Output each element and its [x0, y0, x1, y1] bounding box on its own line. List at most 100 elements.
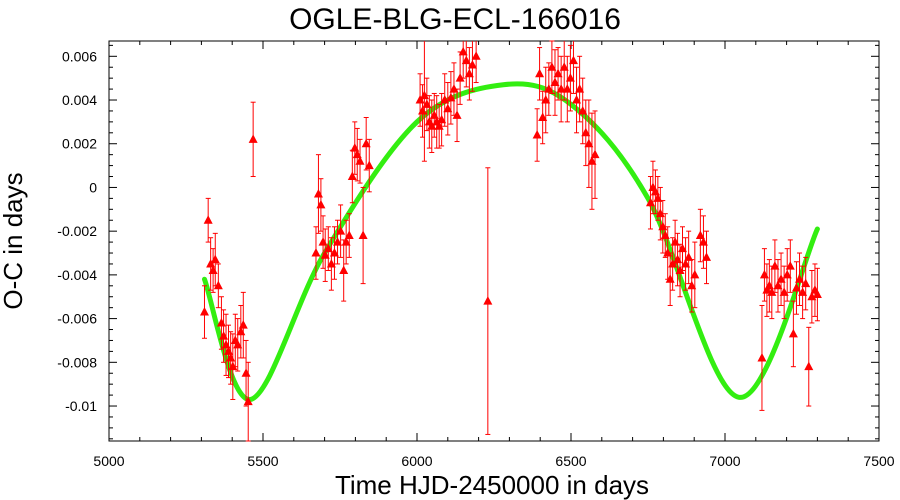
triangle-marker: [437, 114, 447, 124]
data-point: [695, 208, 705, 263]
data-point: [344, 213, 354, 258]
triangle-marker: [677, 243, 687, 253]
data-point: [471, 41, 481, 84]
triangle-marker: [233, 339, 243, 349]
data-point: [770, 239, 780, 293]
data-point: [213, 263, 223, 309]
triangle-marker: [483, 296, 493, 305]
y-tick-label: -0.002: [57, 223, 97, 239]
data-point: [440, 73, 450, 127]
triangle-marker: [440, 95, 450, 104]
x-axis-label: Time HJD-2450000 in days: [335, 470, 649, 500]
triangle-marker: [812, 289, 822, 299]
triangle-marker: [443, 103, 453, 113]
y-tick-label: -0.006: [57, 311, 97, 327]
x-tick-label: 5000: [93, 453, 124, 469]
data-point: [812, 267, 822, 322]
data-point: [467, 41, 477, 92]
y-axis: -0.01 -0.008 -0.006 -0.004 -0.002 0 0.002 0.004…: [57, 44, 879, 440]
data-point: [352, 127, 362, 182]
data-point: [541, 66, 551, 134]
triangle-marker: [364, 160, 374, 170]
data-point: [364, 138, 374, 193]
triangle-marker: [668, 258, 678, 268]
data-point: [785, 239, 795, 293]
triangle-marker: [764, 280, 774, 290]
triangle-marker: [770, 261, 780, 270]
triangle-marker: [471, 51, 481, 60]
data-point: [681, 237, 691, 291]
data-point: [323, 226, 333, 272]
data-point: [483, 167, 493, 435]
data-point: [358, 186, 368, 285]
triangle-marker: [572, 95, 582, 104]
data-point: [668, 237, 678, 291]
data-point: [556, 55, 566, 123]
data-point: [702, 230, 712, 285]
triangle-marker: [773, 280, 783, 290]
triangle-marker: [690, 269, 700, 279]
triangle-marker: [795, 274, 805, 283]
triangle-marker: [547, 62, 557, 71]
data-point: [788, 300, 798, 368]
triangle-marker: [681, 258, 691, 268]
triangle-marker: [199, 307, 209, 316]
triangle-marker: [675, 265, 685, 275]
triangle-marker: [804, 361, 814, 371]
fit-curve: [201, 81, 820, 402]
triangle-marker: [419, 90, 429, 100]
data-point: [791, 261, 801, 315]
x-tick-label: 6000: [401, 453, 432, 469]
data-point: [350, 121, 360, 175]
data-point: [779, 265, 789, 320]
data-point: [538, 90, 548, 145]
triangle-marker: [541, 95, 551, 104]
data-point: [464, 47, 474, 101]
x-axis: 5000 5500 6000 6500 7000 7500: [93, 41, 895, 469]
triangle-marker: [344, 230, 354, 240]
data-point: [572, 66, 582, 134]
triangle-marker: [779, 287, 789, 296]
triangle-marker: [759, 269, 769, 279]
triangle-marker: [361, 138, 371, 148]
triangle-marker: [562, 84, 572, 93]
data-point: [461, 41, 471, 88]
data-point: [336, 204, 346, 258]
triangle-marker: [452, 110, 462, 119]
triangle-marker: [698, 237, 708, 246]
data-point: [320, 228, 330, 282]
data-point: [233, 318, 243, 372]
triangle-marker: [538, 112, 548, 122]
y-tick-label: 0.002: [62, 136, 97, 152]
triangle-marker: [776, 274, 786, 283]
data-point: [575, 55, 585, 123]
triangle-marker: [695, 230, 705, 240]
data-point: [807, 270, 817, 324]
triangle-marker: [339, 265, 349, 275]
triangle-marker: [785, 261, 795, 270]
triangle-marker: [684, 252, 694, 261]
data-point: [449, 62, 459, 116]
data-point: [458, 41, 468, 79]
triangle-marker: [358, 230, 368, 240]
data-point: [329, 226, 339, 280]
triangle-marker: [590, 149, 600, 159]
triangle-marker: [535, 68, 545, 78]
x-tick-label: 7000: [709, 453, 740, 469]
chart-title: OGLE-BLG-ECL-166016: [289, 3, 621, 36]
data-point: [238, 291, 248, 359]
triangle-marker: [341, 237, 351, 246]
triangle-marker: [687, 280, 697, 290]
y-axis-label: O-C in days: [0, 172, 28, 309]
data-point: [452, 88, 462, 143]
x-tick-label: 7500: [863, 453, 894, 469]
y-tick-label: -0.008: [57, 354, 97, 370]
triangle-marker: [311, 248, 321, 257]
triangle-marker: [203, 215, 213, 224]
triangle-marker: [228, 361, 238, 371]
triangle-marker: [320, 250, 330, 259]
triangle-marker: [241, 368, 251, 377]
triangle-marker: [798, 287, 808, 296]
data-point: [333, 219, 343, 265]
